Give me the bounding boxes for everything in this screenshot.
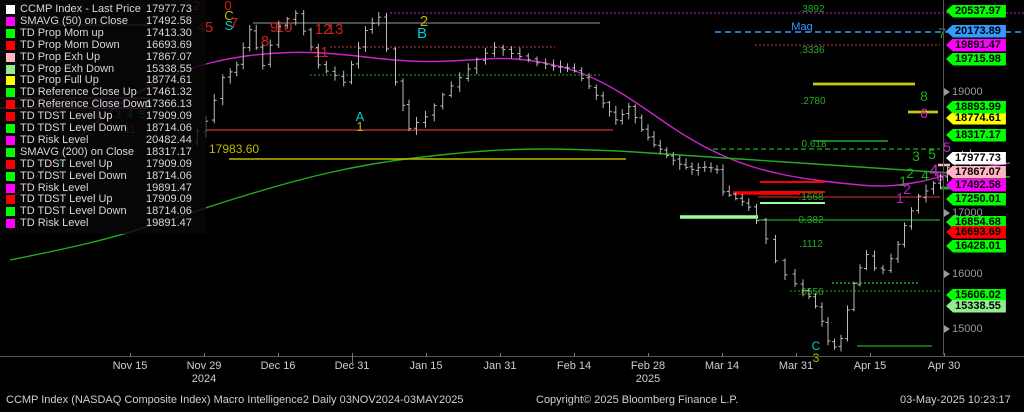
svg-text:17983.60: 17983.60: [209, 142, 259, 156]
svg-text:13: 13: [327, 21, 344, 38]
svg-text:.1668: .1668: [798, 192, 823, 203]
svg-text:5: 5: [205, 19, 213, 36]
svg-text:.3892: .3892: [799, 4, 824, 15]
svg-text:10: 10: [276, 19, 293, 36]
svg-text:.1112: .1112: [799, 239, 823, 250]
svg-text:B: B: [417, 25, 427, 42]
svg-text:0.382: 0.382: [798, 215, 823, 226]
svg-text:1: 1: [356, 119, 363, 134]
svg-text:2: 2: [906, 165, 914, 181]
svg-text:2: 2: [903, 181, 911, 197]
svg-text:3: 3: [912, 148, 920, 164]
svg-text:4: 4: [921, 167, 929, 183]
svg-text:Mag: Mag: [791, 21, 812, 33]
svg-text:7: 7: [230, 15, 238, 32]
svg-text:.3336: .3336: [799, 45, 824, 56]
svg-text:1: 1: [896, 190, 904, 206]
svg-text:3: 3: [813, 351, 820, 365]
svg-text:.2780: .2780: [800, 96, 825, 107]
svg-text:11: 11: [313, 44, 329, 61]
svg-text:6: 6: [920, 105, 928, 121]
svg-text:5: 5: [943, 139, 951, 155]
svg-text:8: 8: [920, 88, 928, 104]
svg-text:5: 5: [928, 146, 936, 162]
